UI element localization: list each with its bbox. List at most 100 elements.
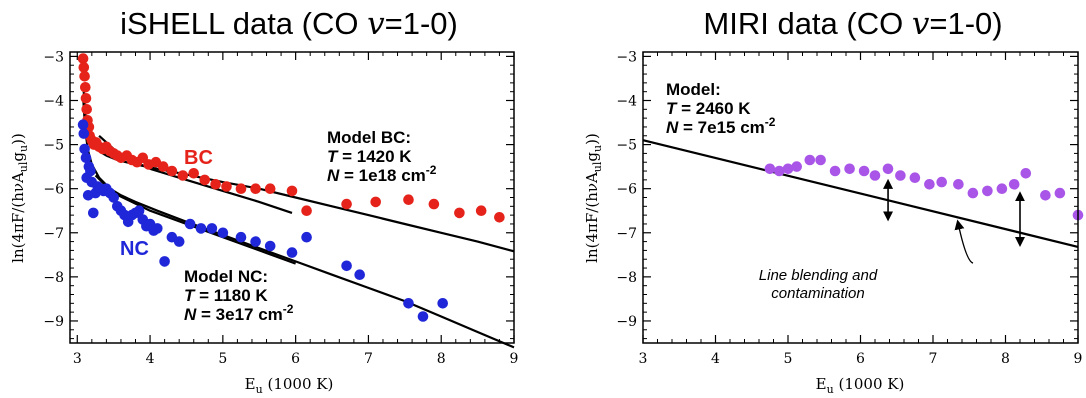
ishell-ticks: 3 4 5 6 7 8 9 −3 −4 −5 −6 −7 −8 −9	[43, 49, 518, 367]
miri-miri-point	[829, 165, 841, 177]
ishell-x-tick-label: 6	[291, 351, 300, 367]
ishell-x-tick-label: 9	[510, 351, 519, 367]
ishell-bc-point	[370, 196, 382, 208]
ishell-bc-point	[341, 198, 352, 210]
ishell-bc-point	[81, 104, 92, 115]
miri-miri-point	[967, 187, 979, 199]
ishell-nc-point	[403, 298, 414, 309]
ishell-x-tick-label: 7	[364, 351, 373, 367]
ishell-bc-point	[250, 183, 261, 194]
miri-y-tick-label: −5	[616, 138, 637, 154]
blend-annotation-line2: contamination	[771, 285, 864, 302]
ishell-y-tick-label: −9	[43, 314, 64, 330]
miri-miri-point	[909, 172, 921, 183]
ishell-nc-point	[437, 298, 449, 309]
miri-x-tick-label: 9	[1074, 351, 1083, 367]
ishell-bc-point	[301, 205, 312, 216]
ishell-nc-point	[184, 218, 196, 230]
ishell-bc-point	[286, 185, 298, 197]
ishell-y-tick-label: −3	[43, 49, 64, 65]
model-nc-title: Model NC:	[184, 267, 268, 286]
ishell-y-tick-label: −8	[43, 270, 64, 286]
miri-chart-title: MIRI data (CO v=1-0)	[703, 6, 1002, 42]
ishell-x-tick-label: 4	[146, 351, 155, 367]
model-bc-temperature: T = 1420 K	[327, 147, 412, 166]
miri-miri-point	[858, 165, 870, 177]
miri-x-tick-label: 4	[711, 351, 720, 367]
ishell-bc-point	[454, 207, 465, 219]
ishell-nc-point	[195, 223, 207, 234]
ishell-bc-point	[199, 174, 210, 186]
model-bc-title: Model BC:	[327, 128, 411, 147]
ishell-nc-point	[173, 236, 185, 247]
ishell-nc-point	[77, 119, 89, 130]
miri-offset-arrows	[883, 178, 1025, 247]
ishell-bc-point	[157, 161, 169, 172]
ishell-data-points	[77, 53, 505, 322]
miri-x-tick-label: 3	[639, 351, 648, 367]
ishell-nc-point	[206, 223, 218, 234]
miri-data-points	[764, 154, 1084, 221]
ishell-nc-point	[79, 143, 90, 155]
ishell-nc-point	[88, 207, 99, 219]
ishell-bc-point	[177, 170, 189, 181]
ishell-plot-frame	[69, 51, 515, 344]
miri-miri-point	[936, 176, 947, 188]
ishell-nc-point	[354, 269, 366, 281]
miri-model-temperature: T = 2460 K	[666, 99, 751, 118]
ishell-x-axis-label: Eu (1000 K)	[245, 375, 334, 396]
ishell-bc-point	[80, 82, 91, 93]
ishell-chart-title: iSHELL data (CO v=1-0)	[120, 6, 458, 42]
ishell-bc-point	[475, 205, 487, 216]
miri-y-tick-label: −4	[616, 94, 637, 110]
ishell-nc-point	[217, 227, 229, 239]
miri-miri-point	[791, 161, 802, 172]
ishell-nc-point	[417, 311, 429, 322]
ishell-bc-point	[403, 194, 414, 205]
miri-model-curves	[642, 139, 1079, 248]
ishell-nc-point	[133, 205, 145, 216]
ishell-bc-point	[221, 181, 232, 192]
ishell-nc-point	[341, 260, 352, 272]
miri-y-tick-label: −3	[616, 49, 637, 65]
miri-x-tick-label: 6	[856, 351, 865, 367]
ishell-bc-point	[494, 212, 505, 223]
ishell-panel: iSHELL data (CO v=1-0) 3 4 5 6 7 8 9 −3 −4 −5 −6 −7…	[9, 6, 518, 396]
ishell-y-tick-label: −4	[43, 94, 64, 110]
ishell-bc-point	[80, 93, 92, 104]
ishell-nc-point	[250, 236, 261, 247]
ishell-nc-point	[78, 128, 90, 139]
ishell-bc-point	[166, 165, 178, 177]
ishell-nc-point	[152, 223, 163, 234]
nc-series-label: NC	[120, 238, 149, 260]
miri-x-tick-label: 7	[929, 351, 938, 367]
miri-miri-point	[869, 170, 881, 181]
ishell-x-tick-label: 3	[73, 351, 82, 367]
ishell-x-tick-label: 8	[437, 351, 446, 367]
ishell-nc-point	[159, 256, 170, 267]
miri-miri-point	[782, 163, 794, 175]
miri-miri-point	[1054, 187, 1066, 199]
miri-miri-point	[996, 183, 1008, 194]
miri-miri-point	[1020, 168, 1032, 179]
miri-model-column-density: N = 7e15 cm-2	[666, 115, 776, 137]
ishell-bc-point	[79, 71, 90, 82]
miri-miri-point	[924, 179, 935, 190]
miri-miri-point	[953, 179, 964, 190]
miri-miri-point	[804, 154, 816, 166]
blend-annotation-line1: Line blending and	[759, 267, 878, 284]
ishell-nc-point	[264, 240, 276, 252]
miri-y-tick-label: −6	[616, 182, 637, 198]
miri-model-title: Model:	[666, 80, 721, 99]
ishell-bc-point	[188, 168, 199, 179]
miri-miri-point	[774, 165, 785, 177]
miri-x-tick-label: 8	[1001, 351, 1010, 367]
model-nc-temperature: T = 1180 K	[184, 286, 268, 305]
miri-miri-point	[1040, 190, 1051, 201]
ishell-y-axis-label: ln(4πF/(hνAulgu))	[9, 133, 30, 263]
miri-miri-point	[815, 154, 826, 166]
miri-miri-point	[882, 163, 894, 175]
ishell-x-tick-label: 5	[218, 351, 227, 367]
miri-plot-frame	[642, 51, 1079, 344]
